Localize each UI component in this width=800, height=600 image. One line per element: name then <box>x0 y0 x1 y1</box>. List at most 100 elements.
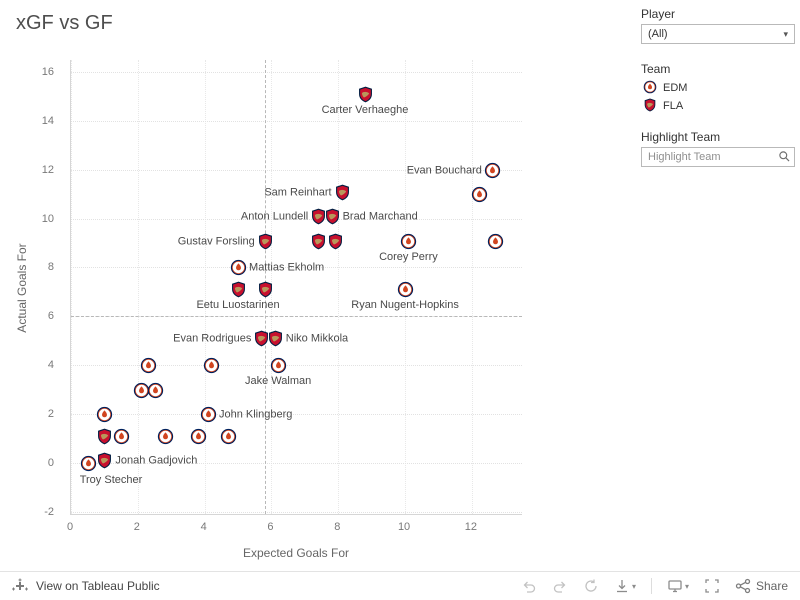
player-mark-edm[interactable] <box>140 357 157 374</box>
player-mark-edm[interactable] <box>397 281 414 298</box>
edm-logo-icon <box>157 428 173 445</box>
x-tick-label: 10 <box>397 521 411 533</box>
reference-line-y <box>71 316 522 318</box>
player-mark-fla[interactable] <box>230 281 247 298</box>
redo-icon <box>553 581 566 593</box>
y-tick-label: 10 <box>41 212 54 225</box>
share-button[interactable]: Share <box>735 578 788 594</box>
page-title: xGF vs GF <box>16 12 113 34</box>
gridline-vertical <box>271 60 273 514</box>
player-mark-edm[interactable] <box>203 357 220 374</box>
player-mark-edm[interactable] <box>400 233 417 250</box>
player-mark-fla[interactable] <box>324 208 341 225</box>
fla-logo-icon <box>258 233 272 249</box>
edm-logo-icon <box>80 455 96 471</box>
edm-logo-icon <box>230 260 247 276</box>
highlight-team-input[interactable] <box>641 147 795 167</box>
player-mark-fla[interactable] <box>257 233 274 250</box>
player-point-label: Sam Reinhart <box>264 186 332 199</box>
player-mark-fla[interactable] <box>334 184 351 201</box>
player-mark-edm[interactable] <box>133 382 150 399</box>
search-icon[interactable] <box>778 150 791 168</box>
player-mark-edm[interactable] <box>113 428 130 445</box>
edm-logo-icon <box>270 357 287 374</box>
player-point-label: Evan Bouchard <box>406 164 482 177</box>
y-tick-label: 16 <box>41 66 54 79</box>
player-mark-fla[interactable] <box>96 428 113 445</box>
player-mark-edm[interactable] <box>200 406 217 423</box>
y-tick-label: 14 <box>41 115 54 128</box>
edm-logo-icon <box>97 406 113 423</box>
redo-button[interactable] <box>552 578 568 594</box>
fla-logo-icon <box>255 330 269 347</box>
undo-button[interactable] <box>521 578 537 594</box>
edm-logo-icon <box>401 233 417 249</box>
player-mark-edm[interactable] <box>157 428 174 445</box>
player-mark-edm[interactable] <box>96 406 113 423</box>
x-tick-label: 8 <box>334 521 341 533</box>
legend-item-edm[interactable]: EDM <box>643 80 687 96</box>
reset-button[interactable] <box>583 578 599 594</box>
fla-logo-icon <box>325 208 339 225</box>
edm-logo-icon <box>488 233 504 249</box>
player-mark-fla[interactable] <box>257 281 274 298</box>
player-mark-fla[interactable] <box>327 233 344 250</box>
share-icon <box>735 578 751 594</box>
edm-logo-icon <box>200 406 217 423</box>
player-mark-edm[interactable] <box>487 233 504 250</box>
player-point-label: Mattias Ekholm <box>249 262 325 275</box>
chevron-down-icon: ▾ <box>684 581 689 591</box>
player-point-label: Brad Marchand <box>342 210 418 223</box>
monitor-icon <box>668 580 682 593</box>
legend-item-fla[interactable]: FLA <box>643 98 683 114</box>
chevron-down-icon: ▾ <box>631 581 636 591</box>
player-mark-edm[interactable] <box>80 455 97 472</box>
team-legend-label: Team <box>641 62 671 76</box>
player-point-label: Eetu Luostarinen <box>196 299 280 312</box>
gridline-vertical <box>71 60 72 514</box>
gridline-horizontal <box>71 511 522 513</box>
player-point-label: John Klingberg <box>218 408 293 421</box>
player-mark-edm[interactable] <box>230 259 247 276</box>
highlight-team-label: Highlight Team <box>641 130 721 144</box>
gridline-horizontal <box>71 267 522 269</box>
fla-logo-icon <box>232 282 245 298</box>
fla-logo <box>643 98 657 115</box>
player-mark-edm[interactable] <box>484 162 501 179</box>
y-tick-label: 6 <box>47 310 54 323</box>
device-layout-button[interactable]: ▾ <box>667 578 689 594</box>
player-mark-fla[interactable] <box>253 330 270 347</box>
fla-logo-icon <box>335 184 349 201</box>
player-mark-edm[interactable] <box>147 382 164 399</box>
player-mark-fla[interactable] <box>310 233 327 250</box>
player-mark-fla[interactable] <box>357 86 374 103</box>
download-button[interactable]: ▾ <box>614 578 636 594</box>
player-point-label: Corey Perry <box>379 250 438 263</box>
edm-logo-icon <box>140 357 156 374</box>
fullscreen-button[interactable] <box>704 578 720 594</box>
player-mark-edm[interactable] <box>471 186 488 203</box>
player-point-label: Jake Walman <box>245 375 312 388</box>
player-point-label: Gustav Forsling <box>177 235 255 248</box>
player-mark-fla[interactable] <box>267 330 284 347</box>
player-point-label: Troy Stecher <box>79 473 143 486</box>
player-mark-edm[interactable] <box>270 357 287 374</box>
player-point-label: Niko Mikkola <box>285 332 349 345</box>
x-tick-label: 6 <box>267 521 274 533</box>
player-mark-fla[interactable] <box>96 452 113 469</box>
tableau-toolbar: View on Tableau Public ▾ ▾ <box>0 571 800 600</box>
gridline-horizontal <box>71 169 522 171</box>
x-axis: 0 2 4 6 8 10 12 <box>67 516 522 534</box>
view-on-tableau-link[interactable]: View on Tableau Public <box>12 578 160 594</box>
player-mark-edm[interactable] <box>220 428 237 445</box>
y-tick-label: 12 <box>41 163 54 176</box>
x-tick-label: 4 <box>200 521 207 533</box>
player-filter-dropdown[interactable]: (All) ▾ <box>641 24 795 44</box>
x-axis-title: Expected Goals For <box>242 546 350 560</box>
player-mark-fla[interactable] <box>310 208 327 225</box>
tableau-logo-icon <box>12 578 28 591</box>
gridline-horizontal <box>71 218 522 220</box>
player-point-label: Evan Rodrigues <box>173 332 252 345</box>
player-mark-edm[interactable] <box>190 428 207 445</box>
gridline-horizontal <box>71 365 522 367</box>
